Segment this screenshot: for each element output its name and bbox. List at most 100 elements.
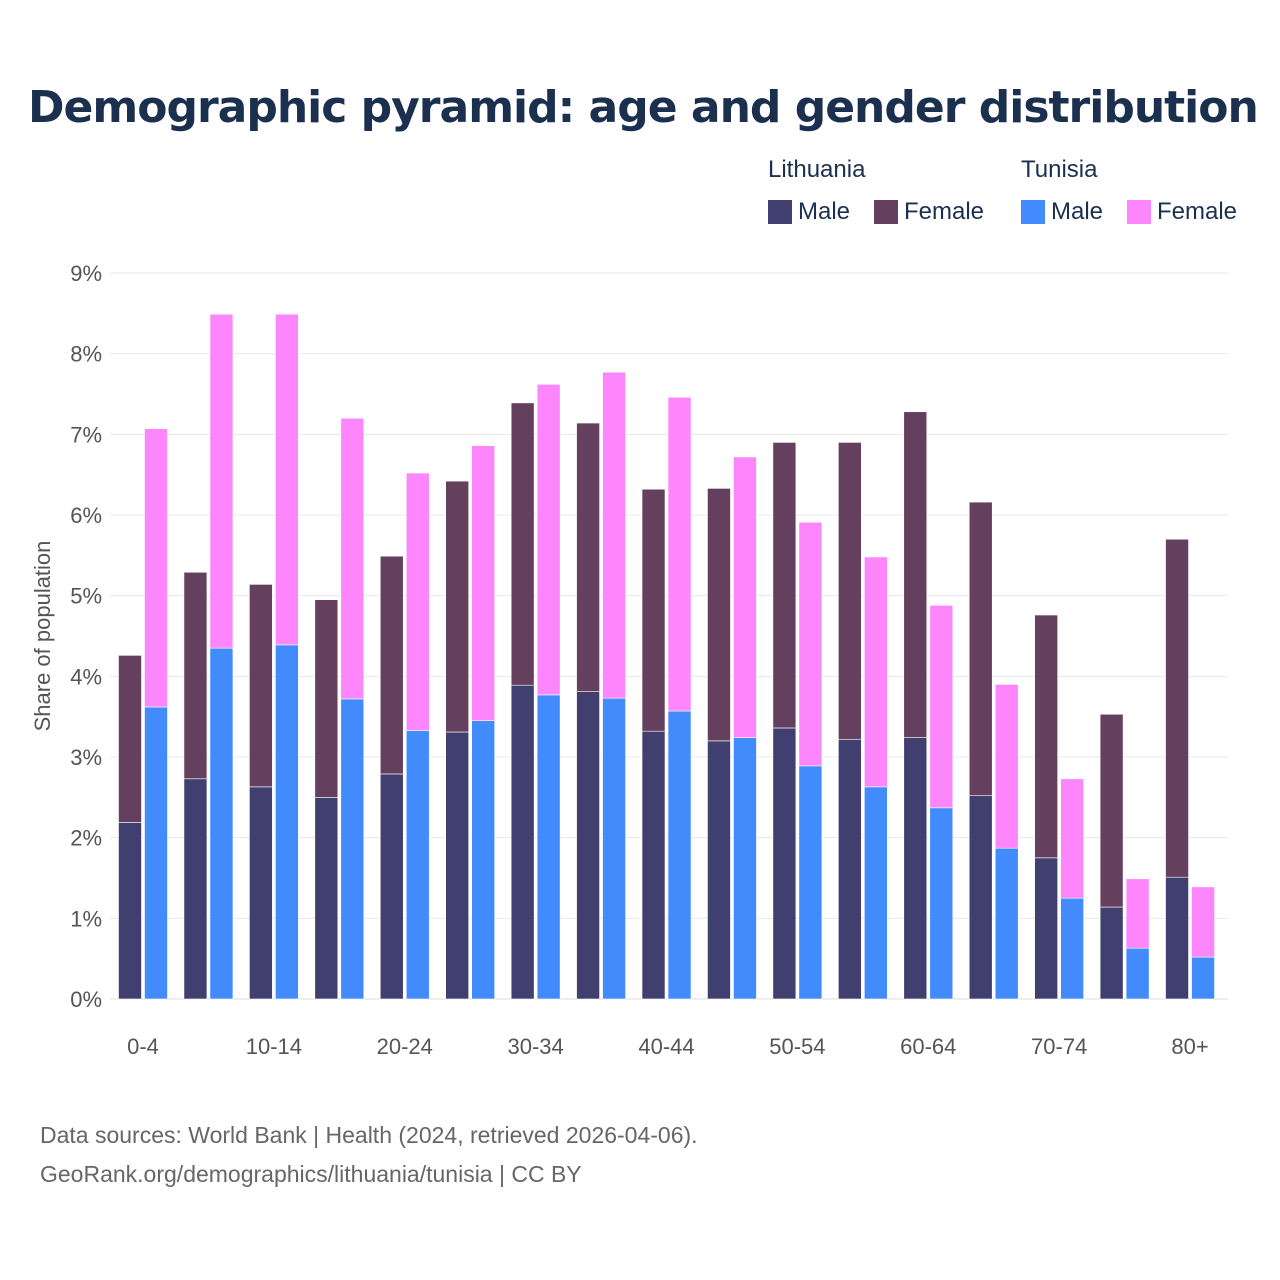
x-tick-label: 70-74 (1031, 1034, 1087, 1059)
bar-tunisia-female-35-39[interactable] (602, 371, 626, 699)
y-tick-label: 0% (70, 987, 102, 1012)
legend-lithuania-male[interactable]: Male (768, 198, 850, 226)
bar-lithuania-male-40-44[interactable] (641, 730, 666, 1000)
legend-swatch (1127, 200, 1151, 224)
bar-tunisia-female-70-74[interactable] (1060, 778, 1084, 899)
bar-tunisia-female-0-4[interactable] (144, 428, 168, 708)
bar-tunisia-female-75-79[interactable] (1125, 878, 1150, 949)
y-tick-label: 3% (70, 745, 102, 770)
bar-lithuania-male-20-24[interactable] (379, 773, 404, 1000)
legend-swatch (1021, 200, 1045, 224)
bar-tunisia-male-80+[interactable] (1191, 956, 1215, 1000)
bar-lithuania-female-50-54[interactable] (772, 442, 797, 729)
bar-tunisia-male-35-39[interactable] (602, 697, 626, 1000)
x-tick-label: 0-4 (127, 1034, 159, 1059)
bar-tunisia-male-5-9[interactable] (209, 647, 234, 1000)
bar-lithuania-female-40-44[interactable] (641, 488, 666, 732)
legend-swatch (874, 200, 898, 224)
bar-tunisia-female-10-14[interactable] (275, 313, 299, 646)
bar-tunisia-male-60-64[interactable] (929, 807, 954, 1000)
y-tick-label: 6% (70, 503, 102, 528)
bar-tunisia-male-20-24[interactable] (405, 730, 430, 1000)
bar-tunisia-male-0-4[interactable] (144, 706, 168, 1000)
bar-tunisia-male-55-59[interactable] (864, 786, 888, 1000)
bar-tunisia-female-40-44[interactable] (667, 396, 692, 712)
bar-tunisia-male-10-14[interactable] (275, 644, 299, 1000)
x-tick-label: 10-14 (246, 1034, 302, 1059)
bar-tunisia-female-60-64[interactable] (929, 605, 954, 809)
bar-lithuania-male-0-4[interactable] (118, 822, 142, 1000)
bar-lithuania-female-30-34[interactable] (510, 402, 535, 686)
y-tick-label: 4% (70, 664, 102, 689)
bar-lithuania-male-45-49[interactable] (707, 740, 731, 1000)
bar-tunisia-female-55-59[interactable] (864, 556, 888, 788)
bar-tunisia-male-45-49[interactable] (733, 737, 757, 1000)
source-line-2: GeoRank.org/demographics/lithuania/tunis… (40, 1161, 582, 1187)
legend: Lithuania Male Female Tunisia Male Femal… (768, 156, 1248, 236)
bar-lithuania-female-15-19[interactable] (314, 599, 339, 798)
bar-lithuania-male-55-59[interactable] (838, 738, 862, 1000)
bar-tunisia-female-25-29[interactable] (471, 445, 496, 722)
bar-lithuania-male-30-34[interactable] (510, 684, 535, 1000)
bar-lithuania-female-60-64[interactable] (903, 411, 928, 738)
bar-lithuania-female-0-4[interactable] (118, 655, 142, 823)
bar-tunisia-male-75-79[interactable] (1125, 947, 1150, 1000)
bar-lithuania-male-65-69[interactable] (968, 795, 993, 1000)
bar-tunisia-female-5-9[interactable] (209, 313, 234, 649)
bar-lithuania-female-55-59[interactable] (838, 442, 862, 740)
bar-lithuania-male-25-29[interactable] (445, 731, 470, 1000)
legend-lithuania-heading: Lithuania (768, 156, 866, 183)
legend-label: Male (1051, 198, 1104, 225)
bar-lithuania-male-60-64[interactable] (903, 737, 928, 1000)
bar-lithuania-female-75-79[interactable] (1099, 713, 1124, 908)
bar-lithuania-female-70-74[interactable] (1034, 614, 1058, 859)
y-tick-label: 5% (70, 584, 102, 609)
bar-tunisia-male-65-69[interactable] (994, 847, 1019, 1000)
bar-tunisia-female-65-69[interactable] (994, 684, 1019, 849)
x-tick-label: 30-34 (507, 1034, 563, 1059)
bar-lithuania-male-10-14[interactable] (249, 786, 273, 1000)
y-tick-label: 8% (70, 342, 102, 367)
bar-lithuania-male-75-79[interactable] (1099, 906, 1124, 1000)
bar-lithuania-female-80+[interactable] (1165, 538, 1189, 878)
source-line-1: Data sources: World Bank | Health (2024,… (40, 1122, 698, 1148)
bar-tunisia-male-40-44[interactable] (667, 710, 692, 1000)
bar-tunisia-male-50-54[interactable] (798, 765, 823, 1000)
legend-tunisia-female[interactable]: Female (1127, 198, 1237, 226)
bar-tunisia-female-15-19[interactable] (340, 417, 365, 700)
x-tick-label: 50-54 (769, 1034, 825, 1059)
bar-lithuania-male-70-74[interactable] (1034, 857, 1058, 1000)
bar-tunisia-male-70-74[interactable] (1060, 897, 1084, 1000)
bar-lithuania-female-65-69[interactable] (968, 501, 993, 797)
bar-tunisia-female-30-34[interactable] (536, 384, 561, 696)
source-note: Data sources: World Bank | Health (2024,… (40, 1116, 698, 1194)
bar-lithuania-female-35-39[interactable] (576, 422, 600, 692)
bar-lithuania-female-25-29[interactable] (445, 480, 470, 733)
bar-tunisia-female-80+[interactable] (1191, 886, 1215, 958)
bar-lithuania-female-5-9[interactable] (183, 571, 208, 780)
bar-lithuania-female-45-49[interactable] (707, 488, 731, 742)
bar-tunisia-male-30-34[interactable] (536, 694, 561, 1000)
x-tick-label: 40-44 (638, 1034, 694, 1059)
bar-lithuania-male-35-39[interactable] (576, 691, 600, 1000)
legend-label: Male (798, 198, 851, 225)
bar-lithuania-male-15-19[interactable] (314, 797, 339, 1000)
bar-tunisia-female-45-49[interactable] (733, 456, 757, 738)
y-tick-label: 7% (70, 422, 102, 447)
bar-lithuania-male-80+[interactable] (1165, 876, 1189, 1000)
bar-lithuania-male-50-54[interactable] (772, 727, 797, 1000)
legend-label: Female (1157, 198, 1238, 225)
legend-tunisia-male[interactable]: Male (1021, 198, 1103, 226)
bar-tunisia-female-20-24[interactable] (405, 472, 430, 731)
bar-tunisia-female-50-54[interactable] (798, 521, 823, 767)
bar-lithuania-female-10-14[interactable] (249, 584, 273, 788)
legend-lithuania-female[interactable]: Female (874, 198, 984, 226)
x-tick-label: 80+ (1171, 1034, 1208, 1059)
chart-title: Demographic pyramid: age and gender dist… (28, 82, 1259, 133)
bar-tunisia-male-15-19[interactable] (340, 698, 365, 1000)
bar-tunisia-male-25-29[interactable] (471, 720, 496, 1000)
bar-lithuania-female-20-24[interactable] (379, 555, 404, 775)
bar-lithuania-male-5-9[interactable] (183, 778, 208, 1000)
y-axis-label: Share of population (30, 541, 55, 732)
